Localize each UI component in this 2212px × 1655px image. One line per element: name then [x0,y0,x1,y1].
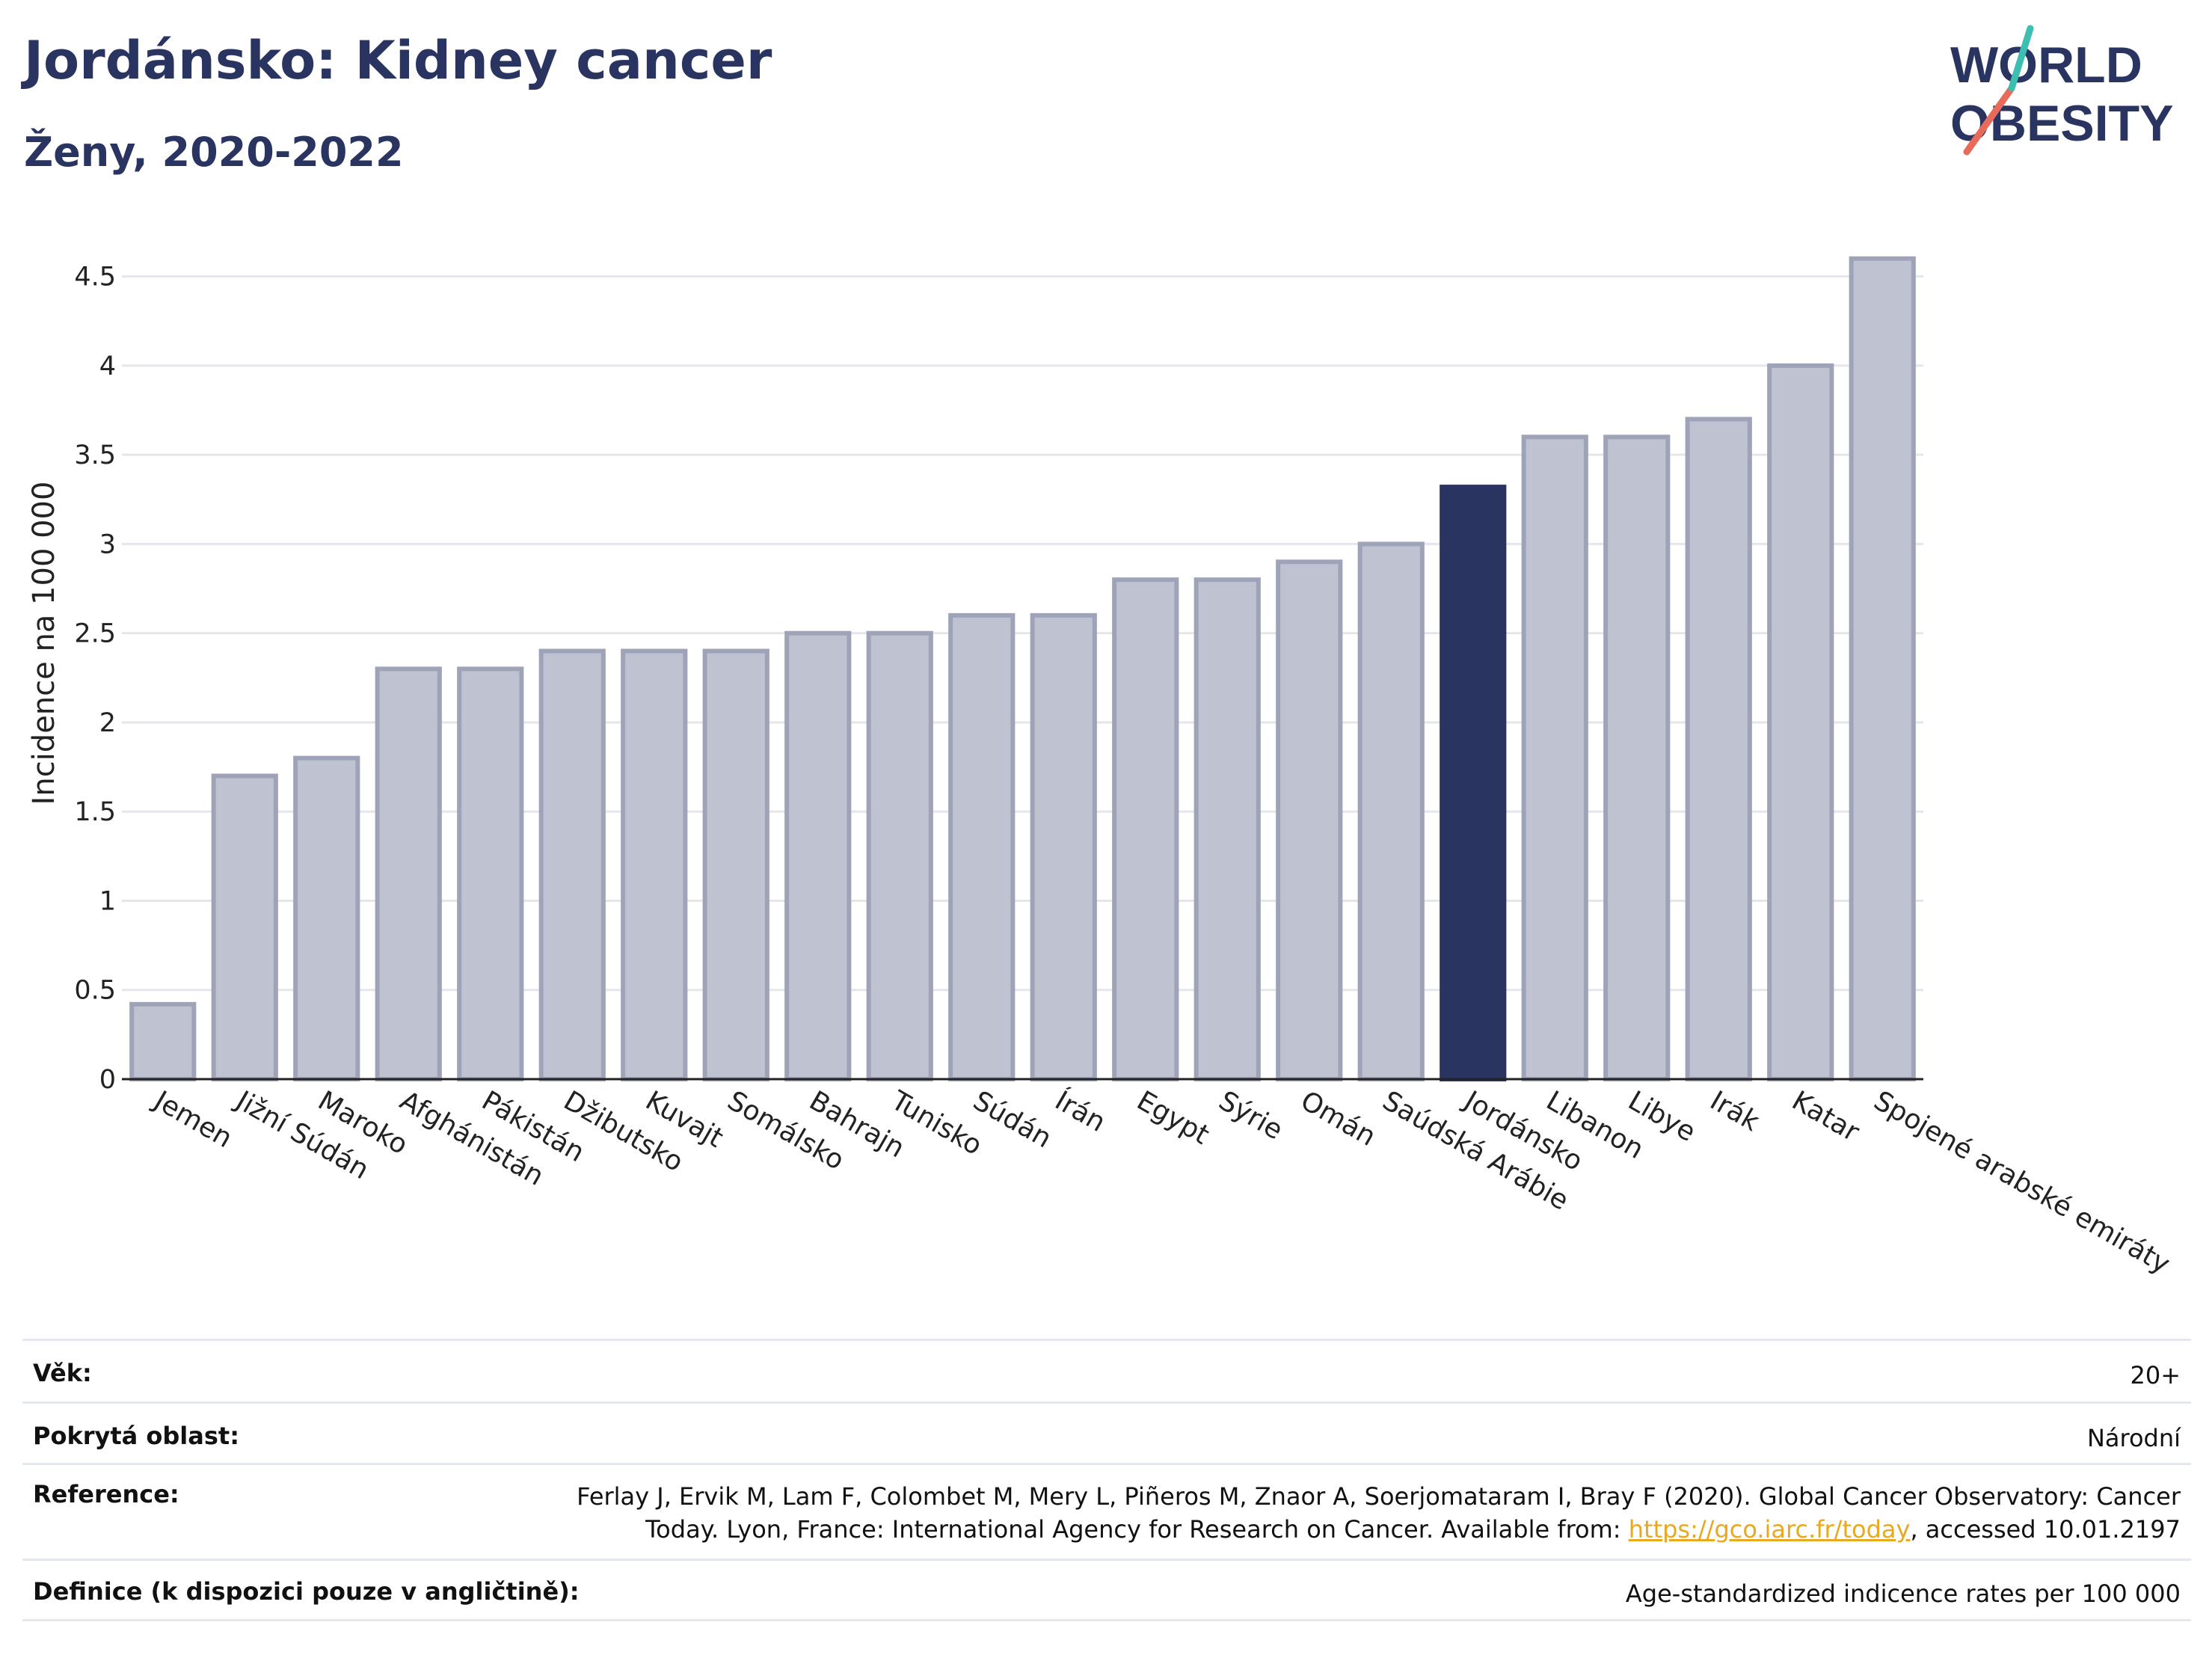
bar [1357,541,1425,1081]
bar [1440,485,1507,1081]
y-tick-label: 0.5 [74,976,116,1006]
bar [1276,559,1343,1081]
bar [1112,577,1179,1081]
meta-definition-label: Definice (k dispozici pouze v angličtině… [33,1577,580,1606]
y-tick-label: 1 [99,886,116,916]
reference-line1: Ferlay J, Ervik M, Lam F, Colombet M, Me… [577,1482,2181,1511]
y-tick-label: 3.5 [74,440,116,470]
bar [784,630,852,1081]
meta-reference-value: Ferlay J, Ervik M, Lam F, Colombet M, Me… [577,1480,2191,1546]
reference-line2: Today. Lyon, France: International Agenc… [577,1513,2181,1546]
bars [129,256,1916,1082]
bar [293,755,360,1082]
y-tick-label: 4.5 [74,262,116,292]
world-obesity-logo: WORLD OBESITY [1950,25,2174,156]
bar [1767,363,1834,1082]
meta-definition-value: Age-standardized indicence rates per 100… [1625,1579,2181,1608]
meta-age-value: 20+ [2130,1361,2181,1390]
meta-row-definition: Definice (k dispozici pouze v angličtině… [22,1559,2191,1621]
metadata-table: Věk: 20+ Pokrytá oblast: Národní Referen… [22,1339,2191,1621]
y-tick-label: 0 [99,1065,116,1095]
bar [1849,256,1916,1082]
bar [457,666,524,1081]
bar [1030,612,1097,1081]
chart-title: Jordánsko: Kidney cancer [24,30,772,91]
y-axis-ticks: 0 0.5 1 1.5 2 2.5 3 3.5 4 4.5 [74,262,116,1095]
logo-slash-red [1963,85,2015,156]
y-tick-label: 3 [99,529,116,559]
meta-area-label: Pokrytá oblast: [33,1422,239,1450]
bar [866,630,933,1081]
y-tick-label: 1.5 [74,797,116,827]
x-tick-label: Jemen [148,1084,238,1154]
x-tick-label: Sýrie [1214,1085,1288,1146]
y-tick-label: 2 [99,708,116,738]
x-tick-label: Egypt [1131,1085,1214,1150]
meta-row-age: Věk: 20+ [22,1339,2191,1401]
x-tick-label: Spojené arabské emiráty [1869,1085,2175,1280]
meta-age-label: Věk: [33,1359,92,1387]
meta-row-area: Pokrytá oblast: Národní [22,1401,2191,1463]
bar [538,648,606,1081]
meta-area-value: Národní [2086,1424,2181,1452]
logo-line1: WORLD [1950,37,2142,93]
x-tick-label: Omán [1295,1085,1380,1152]
x-tick-label: Katar [1787,1085,1864,1148]
meta-row-reference: Reference: Ferlay J, Ervik M, Lam F, Col… [22,1463,2191,1559]
bar [1603,435,1671,1081]
bar [1521,435,1588,1081]
bar [1685,417,1752,1081]
bar [702,648,769,1081]
y-tick-label: 2.5 [74,619,116,649]
x-tick-label: Írán [1050,1084,1111,1138]
x-tick-label: Irák [1705,1085,1765,1137]
bar [375,666,442,1081]
logo-slash-teal [2008,25,2034,92]
bar [948,612,1016,1081]
y-tick-label: 4 [99,351,116,381]
chart-subtitle: Ženy, 2020-2022 [24,129,404,176]
bar [211,773,278,1081]
bar [1193,577,1261,1081]
reference-line2-post: , accessed 10.01.2197 [1910,1515,2181,1544]
bar [129,1001,197,1082]
bar [621,648,688,1081]
meta-reference-label: Reference: [33,1480,179,1508]
y-axis-label: Incidence na 100 000 [27,482,61,805]
reference-line2-pre: Today. Lyon, France: International Agenc… [645,1515,1629,1544]
reference-link[interactable]: https://gco.iarc.fr/today [1628,1515,1911,1544]
